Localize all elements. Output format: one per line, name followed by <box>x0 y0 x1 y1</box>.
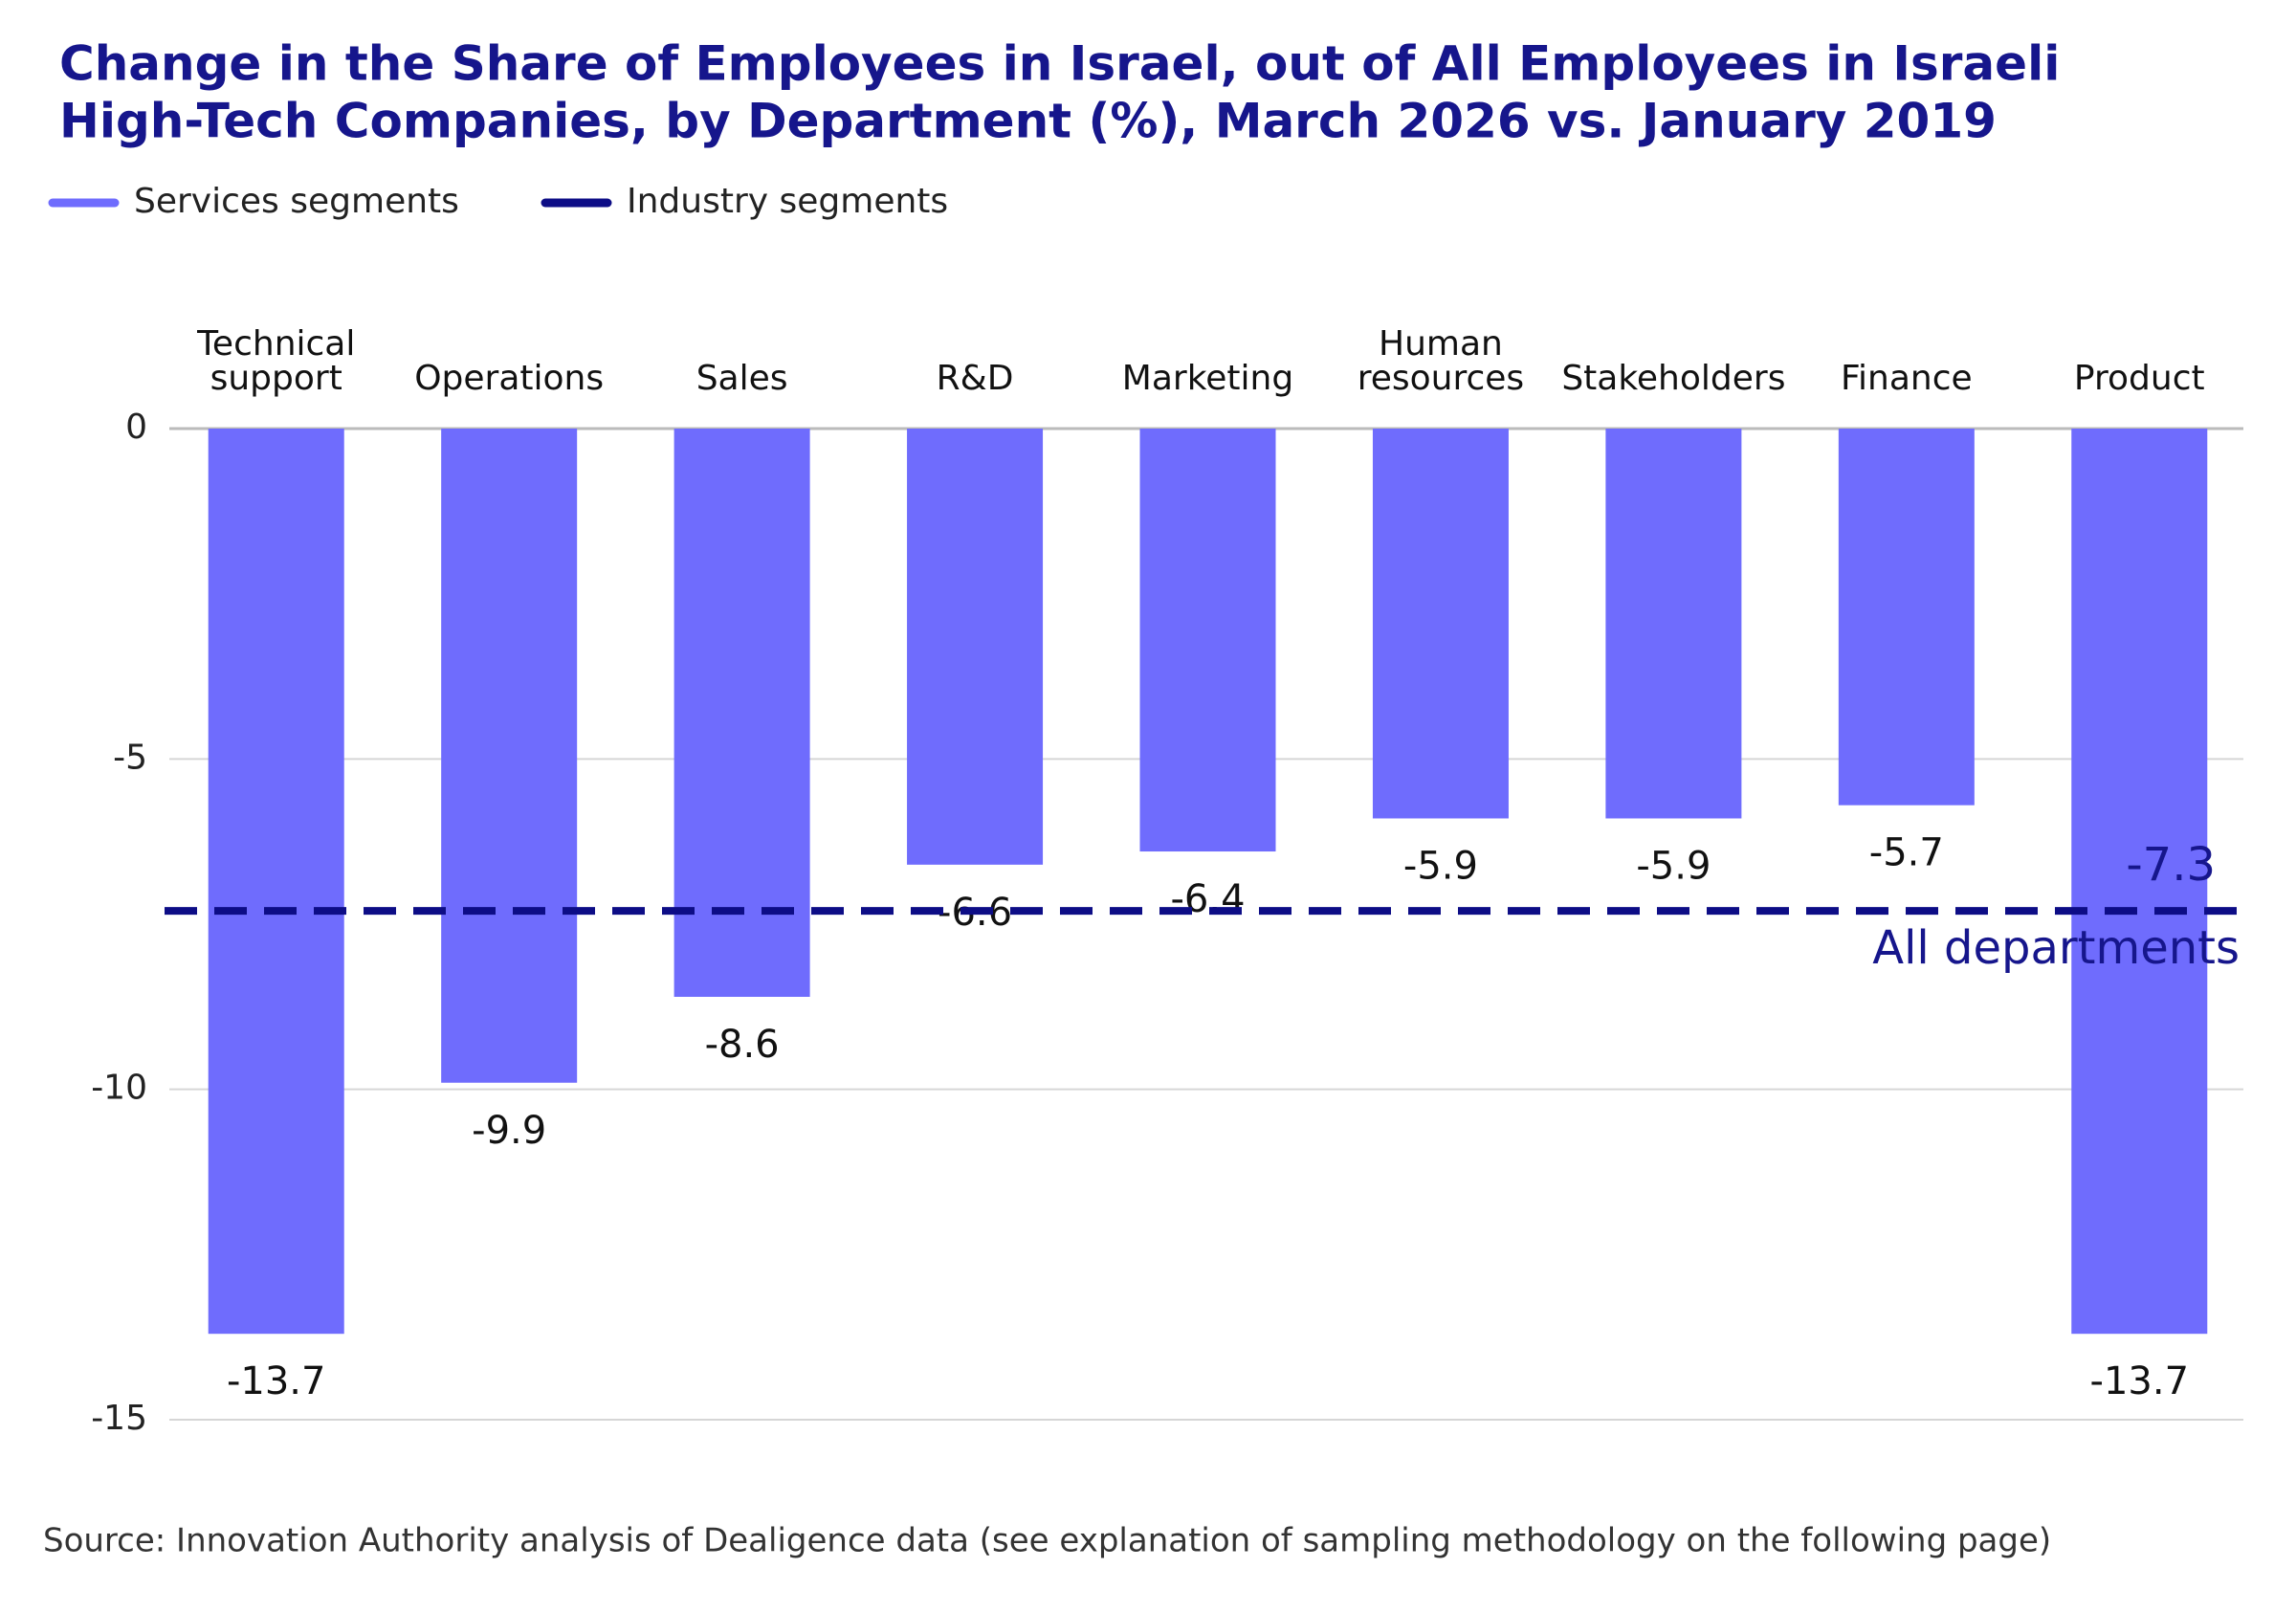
y-tick-label: 0 <box>125 408 147 447</box>
bar <box>1139 429 1276 852</box>
y-tick-label: -5 <box>113 738 147 777</box>
value-label: -8.6 <box>705 1023 780 1067</box>
bar <box>2071 429 2208 1335</box>
x-tick-label: Human <box>1379 324 1503 364</box>
legend-label: Industry segments <box>627 182 948 221</box>
y-tick-label: -15 <box>91 1399 147 1438</box>
x-tick-label: Stakeholders <box>1561 359 1785 398</box>
bar <box>1838 429 1975 806</box>
bar <box>907 429 1044 865</box>
value-label: -9.9 <box>472 1109 546 1153</box>
x-tick-label: Marketing <box>1122 359 1293 398</box>
source: Source: Innovation Authority analysis of… <box>43 1522 2051 1560</box>
average-label: All departments <box>1872 921 2240 975</box>
value-label: -5.7 <box>1869 831 1944 875</box>
x-tick-label: R&D <box>937 359 1014 398</box>
value-label: -13.7 <box>227 1359 326 1403</box>
value-label: -13.7 <box>2090 1359 2190 1403</box>
x-tick-label: Operations <box>414 359 604 398</box>
bar <box>441 429 578 1083</box>
chart-title: Change in the Share of Employees in Isra… <box>59 36 2060 92</box>
bar <box>673 429 810 997</box>
x-tick-label: Finance <box>1841 359 1973 398</box>
bar <box>208 429 344 1335</box>
value-label: -5.9 <box>1403 844 1478 888</box>
legend-label: Services segments <box>134 182 459 221</box>
chart-title: High-Tech Companies, by Department (%), … <box>59 94 1997 149</box>
bar <box>1372 429 1509 819</box>
x-tick-label: Product <box>2074 359 2205 398</box>
y-tick-label: -10 <box>91 1069 147 1108</box>
bar <box>1605 429 1742 819</box>
value-label: -5.9 <box>1636 844 1711 888</box>
x-tick-label: Sales <box>696 359 788 398</box>
x-tick-label: resources <box>1358 359 1524 398</box>
x-tick-label: support <box>210 359 342 398</box>
x-tick-label: Technical <box>196 324 355 364</box>
average-value: -7.3 <box>2126 838 2216 892</box>
